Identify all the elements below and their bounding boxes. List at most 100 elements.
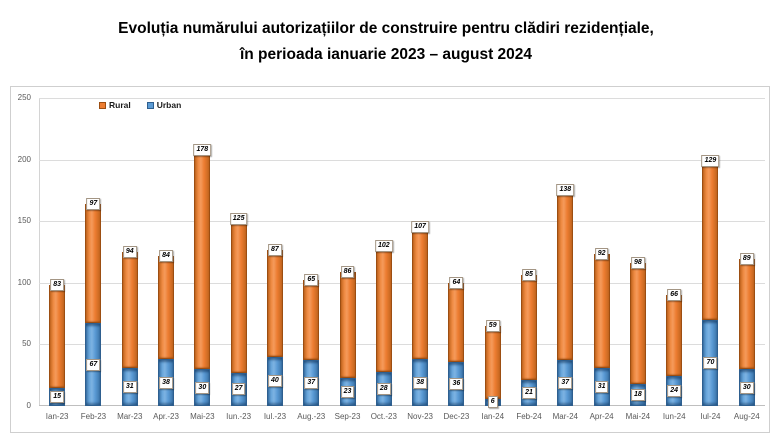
bar-column: 138 37 [547,98,583,406]
rural-value-label: 83 [50,279,65,292]
urban-value-label: 30 [739,381,754,394]
stacked-bar: 87 40 [266,98,283,406]
x-axis-label: Mai-23 [190,412,215,421]
stacked-bar: 98 18 [629,98,646,406]
gridline [39,159,765,161]
rural-value-label: 66 [667,289,682,302]
stacked-bar: 178 30 [193,98,212,406]
rural-value-label: 98 [630,257,645,270]
bar-column: 98 18 [620,98,656,406]
urban-value-label: 6 [487,396,498,409]
bar-column: 83 15 [39,98,75,406]
stacked-bar: 125 27 [229,98,248,406]
legend-item-urban: Urban [146,100,182,110]
x-axis-label: Aug.-23 [297,412,326,421]
chart-title-line2: în perioada ianuarie 2023 – august 2024 [239,46,533,63]
stacked-bar: 65 37 [303,98,320,406]
rural-bar-segment [521,275,537,381]
rural-value-label: 129 [701,154,720,167]
x-axis-label: Oct.-23 [370,412,397,421]
x-axis-label: Aug-24 [733,412,760,421]
bar-column: 97 67 [75,98,111,406]
bar-column: 86 23 [329,98,365,406]
rural-value-label: 84 [159,249,173,262]
legend-label-urban: Urban [156,100,182,110]
rural-bar-segment [702,160,719,320]
stacked-bar: 97 67 [85,98,102,406]
bar-column: 65 37 [293,98,329,406]
rural-bar-segment [85,203,102,324]
bar-column: 84 38 [148,98,184,406]
bar-column: 102 28 [366,98,402,406]
rural-value-label: 92 [594,248,609,261]
urban-value-label: 27 [231,383,246,396]
y-axis-label: 250 [17,93,31,102]
bar-column: 89 30 [729,98,765,406]
rural-bar-segment [266,249,283,357]
x-axis-label: Mai-24 [625,412,651,421]
x-axis-label: Apr.-23 [153,412,179,421]
x-axis-label: Dec-23 [443,412,470,421]
rural-bar-segment [666,295,683,377]
chart-title-line1: Evoluția numărului autorizațiilor de con… [118,20,654,37]
urban-value-label: 15 [50,390,65,403]
y-axis-label: 0 [26,401,31,410]
x-axis-label: Sep-23 [334,412,361,421]
urban-value-label: 37 [304,377,319,390]
legend: Rural Urban [99,100,181,110]
urban-value-label: 18 [630,388,645,401]
stacked-bar: 94 31 [121,98,138,406]
x-axis-label: Iun.-23 [226,412,252,421]
rural-bar-segment [375,245,392,372]
urban-value-label: 67 [86,358,101,371]
urban-value-label: 36 [449,377,464,390]
rural-swatch-icon [99,101,106,109]
y-axis: 0 50 100 150 200 250 [11,93,35,410]
bar-column: 64 36 [438,98,474,406]
stacked-bar: 89 30 [738,98,755,406]
rural-value-label: 125 [229,212,248,225]
stacked-bar: 138 37 [556,98,575,406]
stacked-bar: 129 70 [701,98,720,406]
legend-item-rural: Rural [99,100,131,110]
rural-bar-segment [303,280,320,361]
urban-value-label: 38 [159,376,173,389]
legend-label-rural: Rural [109,100,131,110]
rural-value-label: 89 [739,253,754,266]
x-axis-label: Mar-23 [117,412,143,421]
rural-bar-segment [738,259,755,370]
stacked-bar: 107 38 [411,98,429,406]
rural-value-label: 107 [411,221,429,234]
gridline [39,282,765,284]
rural-value-label: 94 [122,246,137,258]
bar-column: 129 70 [692,98,728,406]
gridline [39,98,765,99]
rural-bar-segment [230,218,247,373]
bar-column: 125 27 [220,98,256,406]
rural-value-label: 59 [485,319,500,332]
stacked-bar: 83 15 [49,98,66,406]
urban-value-label: 24 [667,385,682,398]
chart-title: Evoluția numărului autorizațiilor de con… [0,16,772,68]
x-axis-label: Feb-24 [516,412,542,421]
stacked-bar: 64 36 [448,98,465,406]
gridline [39,344,765,346]
urban-value-label: 28 [376,382,391,395]
rural-bar-segment [339,271,356,378]
y-axis-label: 100 [17,277,31,287]
chart-frame: Rural Urban 0 50 100 150 200 250 83 15 97 67 94 31… [10,86,770,433]
rural-bar-segment [412,227,429,360]
rural-value-label: 178 [193,143,212,156]
urban-value-label: 38 [413,376,428,389]
stacked-bar: 85 21 [521,98,537,406]
rural-value-label: 97 [86,197,101,210]
bar-column: 87 40 [257,98,293,406]
urban-swatch-icon [146,101,154,109]
rural-bar-segment [557,190,574,361]
bar-columns: 83 15 97 67 94 31 84 38 178 30 125 27 87 40 65 37 86 23 10… [39,98,765,409]
urban-value-label: 70 [703,356,718,369]
rural-bar-segment [194,149,211,370]
bar-column: 59 6 [475,98,511,409]
rural-bar-segment [629,263,646,384]
x-axis-label: Ian-24 [481,412,505,421]
